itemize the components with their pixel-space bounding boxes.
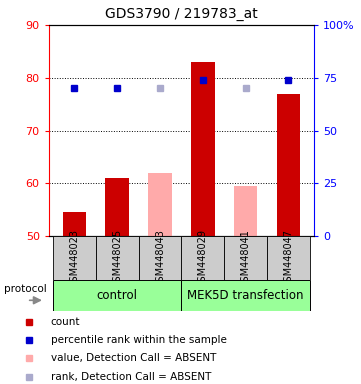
Bar xyxy=(277,94,300,236)
Text: GSM448025: GSM448025 xyxy=(112,229,122,288)
Bar xyxy=(105,178,129,236)
Bar xyxy=(267,236,310,280)
Text: MEK5D transfection: MEK5D transfection xyxy=(187,289,304,302)
Text: protocol: protocol xyxy=(4,284,47,294)
Bar xyxy=(148,173,172,236)
Text: GSM448047: GSM448047 xyxy=(283,229,293,288)
Bar xyxy=(139,236,182,280)
Bar xyxy=(53,280,182,311)
Bar xyxy=(96,236,139,280)
Bar xyxy=(191,62,214,236)
Text: GSM448043: GSM448043 xyxy=(155,229,165,288)
Bar xyxy=(182,280,310,311)
Text: GSM448041: GSM448041 xyxy=(240,229,251,288)
Bar xyxy=(224,236,267,280)
Text: control: control xyxy=(97,289,138,302)
Text: percentile rank within the sample: percentile rank within the sample xyxy=(51,335,226,345)
Text: GSM448029: GSM448029 xyxy=(198,229,208,288)
Text: value, Detection Call = ABSENT: value, Detection Call = ABSENT xyxy=(51,353,216,364)
Bar xyxy=(234,186,257,236)
Title: GDS3790 / 219783_at: GDS3790 / 219783_at xyxy=(105,7,258,21)
Bar xyxy=(53,236,96,280)
Text: rank, Detection Call = ABSENT: rank, Detection Call = ABSENT xyxy=(51,372,211,382)
Bar xyxy=(63,212,86,236)
Text: GSM448023: GSM448023 xyxy=(69,229,79,288)
Bar xyxy=(182,236,224,280)
Text: count: count xyxy=(51,317,80,327)
